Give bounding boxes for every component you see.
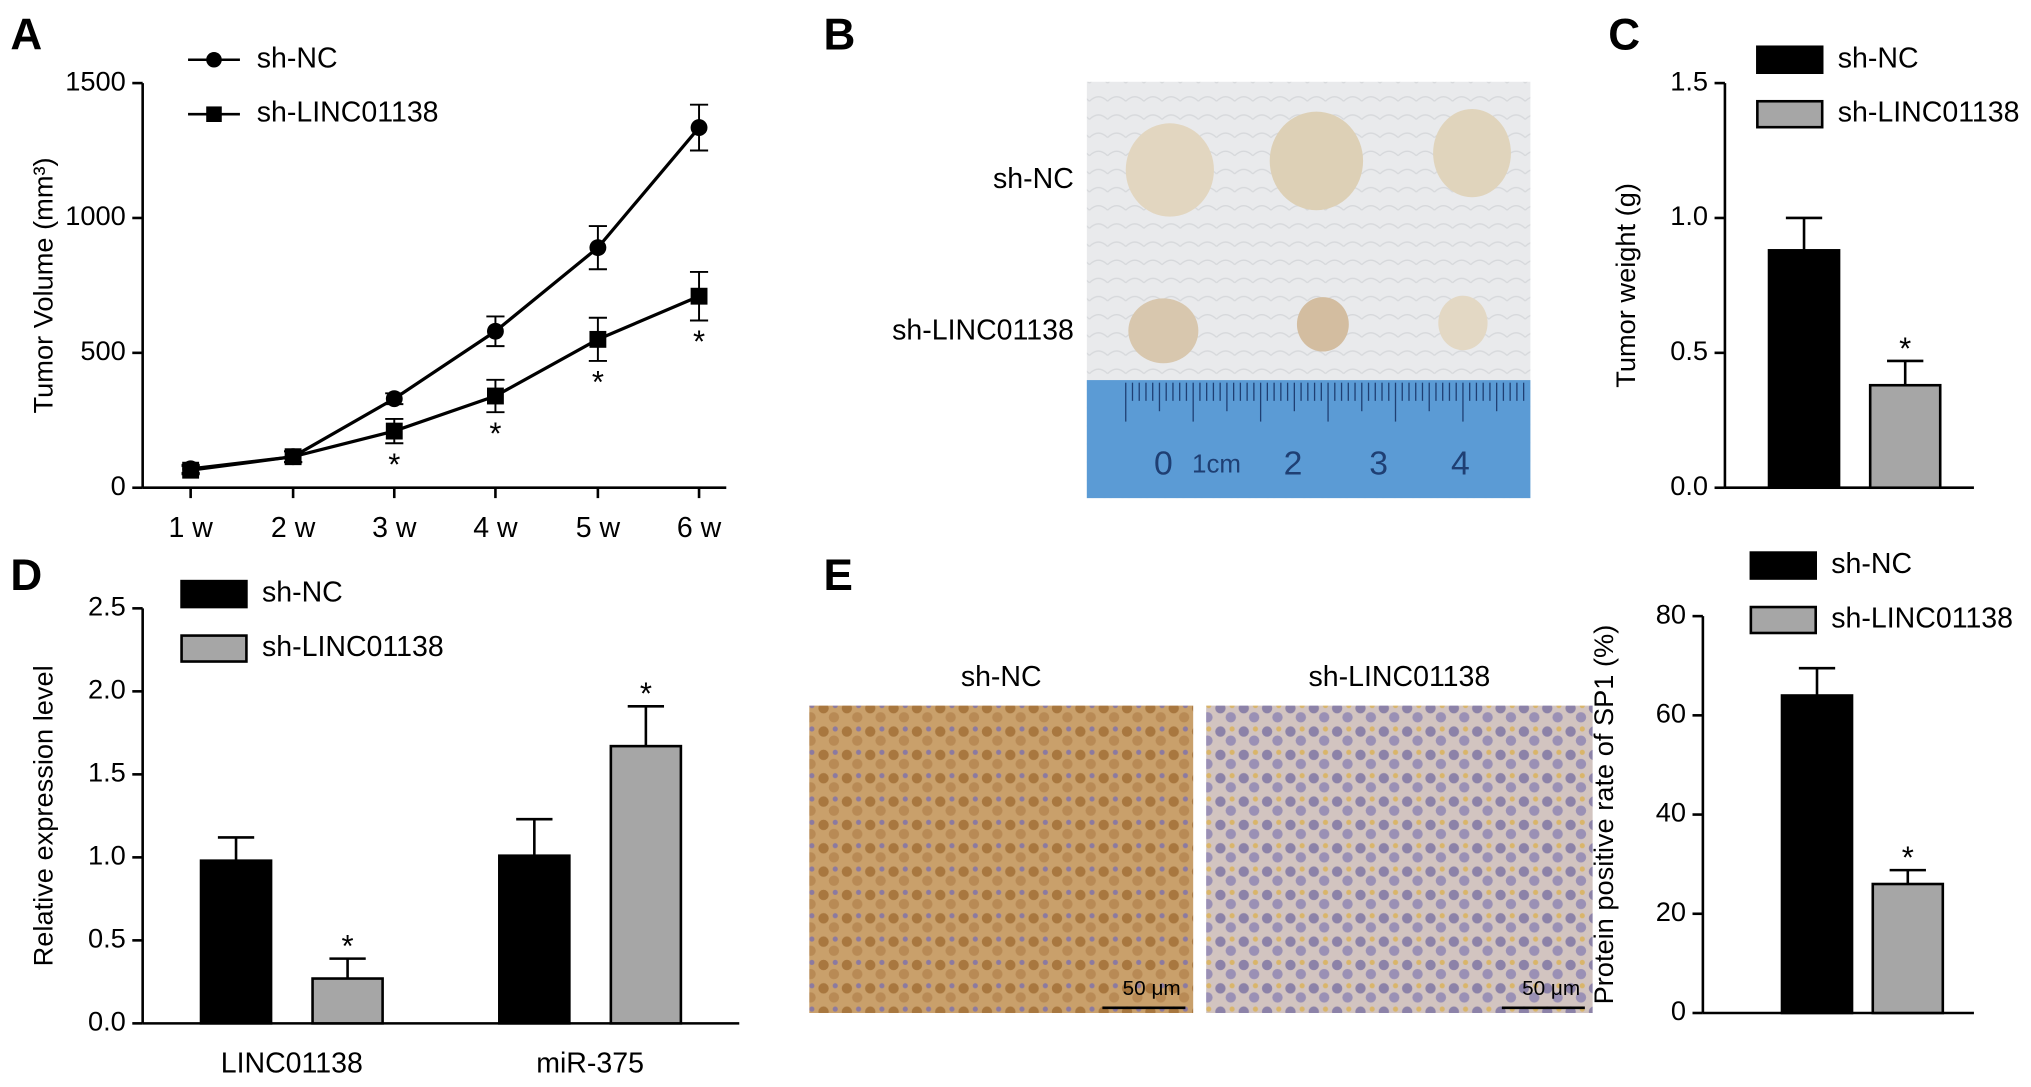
y-tick-label: 500 xyxy=(80,335,125,366)
panel-letter: E xyxy=(824,551,853,600)
panel-letter: C xyxy=(1608,10,1640,59)
ruler-label: 4 xyxy=(1451,445,1470,483)
panel-letter: D xyxy=(10,551,42,600)
y-tick-label: 0.0 xyxy=(88,1006,126,1037)
bar xyxy=(199,859,273,1025)
significance: * xyxy=(342,928,354,963)
x-tick-label: 2 w xyxy=(271,512,316,544)
point xyxy=(182,461,200,479)
legend-label: sh-NC xyxy=(1838,42,1919,74)
legend-swatch xyxy=(1749,605,1818,635)
row-label: sh-NC xyxy=(993,163,1074,195)
bar xyxy=(1868,383,1942,490)
legend-label: sh-LINC01138 xyxy=(257,97,439,129)
y-axis-label: Tumor Volume (mm³) xyxy=(28,157,59,413)
y-tick-label: 1500 xyxy=(65,65,126,96)
x-tick-label: miR-375 xyxy=(536,1047,644,1079)
y-axis-label: Protein positive rate of SP1 (%) xyxy=(1588,625,1619,1005)
bar xyxy=(311,977,384,1025)
legend-swatch xyxy=(180,634,248,663)
y-tick-label: 40 xyxy=(1656,797,1686,828)
point xyxy=(690,287,708,305)
significance: * xyxy=(1899,331,1911,366)
bar xyxy=(498,854,571,1025)
y-tick-label: 2.5 xyxy=(88,591,126,622)
legend-marker xyxy=(206,51,222,68)
ruler-label: 1cm xyxy=(1192,451,1241,479)
y-axis-label: Relative expression level xyxy=(28,665,59,966)
x-tick-label: 1 w xyxy=(168,512,213,544)
legend-swatch xyxy=(1749,551,1818,580)
row-label: sh-LINC01138 xyxy=(892,315,1074,347)
legend-label: sh-LINC01138 xyxy=(1838,97,2020,129)
y-tick-label: 0.0 xyxy=(1670,470,1708,501)
y-tick-label: 2.0 xyxy=(88,674,126,705)
significance: * xyxy=(640,676,652,711)
x-tick-label: LINC01138 xyxy=(221,1047,363,1079)
y-tick-label: 1.5 xyxy=(88,757,126,788)
significance: * xyxy=(592,365,604,400)
point xyxy=(385,422,403,440)
point xyxy=(486,322,504,340)
panel-letter: A xyxy=(10,10,42,59)
x-tick-label: 6 w xyxy=(677,512,722,544)
y-tick-label: 0.5 xyxy=(88,923,126,954)
column-label: sh-NC xyxy=(961,661,1042,693)
x-tick-label: 5 w xyxy=(576,512,621,544)
point xyxy=(690,119,708,137)
y-axis-label: Tumor weight (g) xyxy=(1610,183,1641,388)
point xyxy=(486,387,504,405)
bar xyxy=(1871,882,1945,1015)
bar xyxy=(1780,694,1854,1015)
tumor-photo xyxy=(1086,81,1531,499)
ihc-image xyxy=(1206,705,1593,1013)
y-tick-label: 1.5 xyxy=(1670,65,1708,96)
ruler-label: 0 xyxy=(1154,445,1173,483)
y-tick-label: 0 xyxy=(1671,995,1686,1026)
line xyxy=(190,294,700,472)
y-tick-label: 1.0 xyxy=(88,840,126,871)
panel-letter: B xyxy=(824,10,856,59)
y-tick-label: 20 xyxy=(1656,896,1686,927)
legend-swatch xyxy=(1756,45,1824,75)
y-tick-label: 80 xyxy=(1656,598,1686,629)
y-tick-label: 1.0 xyxy=(1670,200,1708,231)
legend-label: sh-NC xyxy=(1831,548,1912,580)
x-tick-label: 3 w xyxy=(372,512,417,544)
y-tick-label: 60 xyxy=(1656,698,1686,729)
legend-marker xyxy=(206,106,222,122)
significance: * xyxy=(1902,840,1914,875)
line xyxy=(190,126,701,471)
ruler-label: 2 xyxy=(1284,445,1303,483)
point xyxy=(385,390,403,408)
legend-label: sh-LINC01138 xyxy=(1831,603,2013,635)
scale-bar-label: 50 μm xyxy=(1522,977,1580,1000)
scale-bar-label: 50 μm xyxy=(1123,977,1181,1000)
ihc-image xyxy=(809,705,1194,1013)
legend-label: sh-NC xyxy=(257,42,338,74)
legend-swatch xyxy=(1756,99,1824,129)
ruler-label: 3 xyxy=(1369,445,1388,483)
y-tick-label: 1000 xyxy=(65,200,126,231)
significance: * xyxy=(489,416,501,451)
bar xyxy=(1767,249,1841,490)
column-label: sh-LINC01138 xyxy=(1309,661,1491,693)
point xyxy=(589,239,607,257)
bar xyxy=(609,744,683,1025)
legend-swatch xyxy=(180,579,248,609)
significance: * xyxy=(388,447,400,482)
point xyxy=(589,330,607,348)
legend-label: sh-LINC01138 xyxy=(262,631,444,663)
y-tick-label: 0 xyxy=(111,470,126,501)
y-tick-label: 0.5 xyxy=(1670,335,1708,366)
x-tick-label: 4 w xyxy=(473,512,518,544)
legend-label: sh-NC xyxy=(262,577,343,609)
significance: * xyxy=(693,324,705,359)
point xyxy=(284,448,302,466)
